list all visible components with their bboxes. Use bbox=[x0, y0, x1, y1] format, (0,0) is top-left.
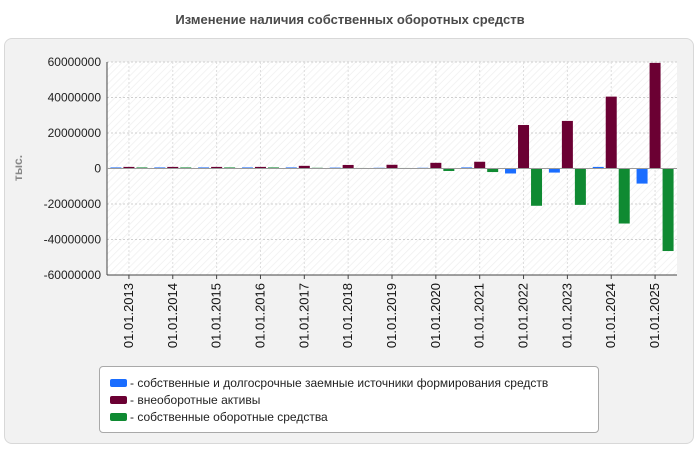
bar-series-1 bbox=[386, 164, 398, 169]
bar-series-0 bbox=[110, 167, 122, 169]
legend-swatch-noncurrent-assets bbox=[110, 395, 127, 404]
bar-series-2 bbox=[267, 167, 279, 169]
bar-series-1 bbox=[561, 120, 573, 169]
x-tick-label: 01.01.2023 bbox=[559, 283, 574, 348]
x-tick-label: 01.01.2018 bbox=[340, 283, 355, 348]
legend-swatch-sources bbox=[110, 378, 127, 387]
legend-label-working-capital: - собственные оборотные средства bbox=[130, 409, 328, 424]
bars bbox=[110, 62, 674, 252]
bar-series-0 bbox=[592, 166, 604, 169]
bar-series-0 bbox=[548, 168, 560, 173]
bar-series-2 bbox=[531, 168, 543, 206]
bar-series-0 bbox=[636, 168, 648, 184]
y-tick-label: -60000000 bbox=[44, 268, 102, 282]
y-tick-label: 20000000 bbox=[48, 126, 102, 140]
bar-series-2 bbox=[443, 168, 455, 171]
bar-series-2 bbox=[618, 168, 630, 224]
bar-series-1 bbox=[474, 161, 486, 169]
legend-item-noncurrent-assets: - внеоборотные активы bbox=[110, 391, 598, 408]
bar-series-2 bbox=[180, 167, 192, 169]
bar-series-1 bbox=[342, 164, 354, 169]
bar-series-2 bbox=[224, 167, 236, 169]
bar-series-2 bbox=[662, 168, 674, 252]
bar-series-1 bbox=[254, 166, 266, 169]
bar-series-1 bbox=[298, 165, 310, 169]
bar-series-0 bbox=[285, 167, 297, 169]
y-tick-label: -40000000 bbox=[44, 233, 102, 247]
x-tick-label: 01.01.2025 bbox=[647, 283, 662, 348]
bar-series-2 bbox=[487, 168, 499, 173]
legend-swatch-working-capital bbox=[110, 412, 127, 421]
bar-series-1 bbox=[123, 166, 135, 169]
y-tick-label: 40000000 bbox=[48, 91, 102, 105]
bar-series-0 bbox=[154, 167, 166, 169]
bar-series-1 bbox=[211, 166, 223, 169]
bar-series-1 bbox=[167, 166, 179, 169]
axes: 60000000 40000000 20000000 0 -20000000 -40000… bbox=[44, 55, 677, 348]
y-tick-label: 60000000 bbox=[48, 55, 102, 69]
bar-series-0 bbox=[198, 167, 210, 169]
x-tick-label: 01.01.2024 bbox=[603, 283, 618, 348]
x-tick-label: 01.01.2022 bbox=[516, 283, 531, 348]
x-tick-label: 01.01.2013 bbox=[121, 283, 136, 348]
x-tick-label: 01.01.2015 bbox=[209, 283, 224, 348]
x-tick-label: 01.01.2014 bbox=[165, 283, 180, 348]
bar-series-1 bbox=[605, 96, 617, 169]
bar-series-1 bbox=[649, 62, 661, 169]
x-tick-label: 01.01.2021 bbox=[472, 283, 487, 348]
x-tick-label: 01.01.2020 bbox=[428, 283, 443, 348]
bar-series-1 bbox=[518, 125, 530, 169]
chart-title: Изменение наличия собственных оборотных … bbox=[175, 12, 525, 27]
bar-series-0 bbox=[505, 168, 517, 174]
y-tick-label: -20000000 bbox=[44, 197, 102, 211]
x-tick-label: 01.01.2016 bbox=[252, 283, 267, 348]
bar-series-0 bbox=[461, 167, 473, 169]
bar-series-2 bbox=[136, 167, 148, 169]
legend-item-working-capital: - собственные оборотные средства bbox=[110, 408, 598, 425]
y-tick-label: 0 bbox=[94, 162, 101, 176]
legend-item-sources: - собственные и долгосрочные заемные ист… bbox=[110, 374, 598, 391]
bar-series-2 bbox=[574, 168, 586, 205]
x-tick-label: 01.01.2017 bbox=[296, 283, 311, 348]
y-axis-title: тыс. bbox=[11, 155, 25, 181]
bar-series-0 bbox=[241, 167, 253, 169]
x-tick-label: 01.01.2019 bbox=[384, 283, 399, 348]
legend: - собственные и долгосрочные заемные ист… bbox=[99, 366, 599, 433]
legend-label-sources: - собственные и долгосрочные заемные ист… bbox=[130, 375, 549, 390]
bar-series-1 bbox=[430, 162, 442, 169]
legend-label-noncurrent-assets: - внеоборотные активы bbox=[130, 392, 261, 407]
